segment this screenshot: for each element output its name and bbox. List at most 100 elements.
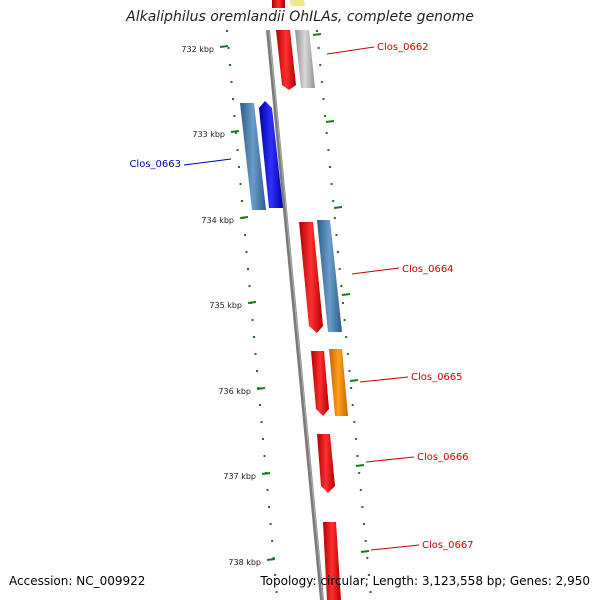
gene-label[interactable]: Clos_0666 <box>417 452 469 463</box>
ring-dot <box>369 591 372 593</box>
ring-dot <box>256 370 258 372</box>
ring-dot <box>241 200 243 202</box>
tick-mark <box>312 33 322 36</box>
ring-dot <box>236 149 239 151</box>
right-tick-group <box>312 33 370 553</box>
tick-mark <box>219 45 229 48</box>
summary-text: Topology: circular; Length: 3,123,558 bp… <box>260 574 590 588</box>
gene-leader-line <box>351 267 400 275</box>
gene-leader-line <box>370 544 420 551</box>
tick-mark <box>247 301 257 304</box>
ring-dot <box>343 319 346 321</box>
tick-mark <box>266 558 276 561</box>
tick-label: 738 kbp <box>228 558 261 567</box>
tick-mark <box>333 206 343 209</box>
tick-label: 737 kbp <box>223 472 256 481</box>
cds-feature-grey[interactable] <box>295 30 315 88</box>
cds-feature-orange[interactable] <box>329 349 348 416</box>
ring-dot <box>327 149 330 151</box>
ring-dot <box>271 540 274 542</box>
ring-dot <box>319 64 322 66</box>
tick-mark <box>256 387 266 390</box>
ring-dot <box>358 472 361 474</box>
ring-dot <box>272 557 275 559</box>
ring-dot <box>260 421 263 423</box>
gene-label[interactable]: Clos_0665 <box>411 372 463 383</box>
ring-dot <box>346 353 349 355</box>
cds-feature-top-red[interactable] <box>272 0 285 8</box>
tick-mark <box>355 464 365 467</box>
ring-dot <box>361 506 364 508</box>
ring-dot <box>340 285 343 287</box>
ring-dot <box>253 336 255 338</box>
ring-dot <box>317 47 320 49</box>
gene-leader-line <box>183 158 232 166</box>
ring-dot <box>235 132 237 134</box>
ring-dot <box>330 183 333 185</box>
cds-feature-steel-1[interactable] <box>240 103 266 210</box>
genome-backbone-highlight <box>268 29 324 600</box>
ring-dot <box>354 438 357 440</box>
tick-mark <box>261 472 271 475</box>
ring-dot <box>259 404 261 406</box>
tick-label: 735 kbp <box>209 301 242 310</box>
tick-mark <box>349 379 359 382</box>
ring-dot <box>254 353 257 355</box>
ring-dot <box>316 30 318 32</box>
cds-feature-clos-0664[interactable] <box>299 222 323 333</box>
ring-dot <box>345 336 348 338</box>
cds-feature-clos-0662[interactable] <box>276 30 296 90</box>
ring-dot <box>324 115 327 117</box>
cds-feature-clos-0665[interactable] <box>311 351 329 416</box>
gene-label[interactable]: Clos_0664 <box>402 264 454 275</box>
ring-dot <box>359 489 362 491</box>
ring-dot <box>348 370 351 372</box>
ring-dots-right <box>316 30 372 593</box>
ring-dot <box>356 455 359 457</box>
ring-dot <box>262 438 264 440</box>
ring-dot <box>353 421 356 423</box>
tick-mark <box>341 293 351 296</box>
ring-dot <box>332 200 335 202</box>
ring-dot <box>363 523 365 525</box>
ring-dot <box>322 98 325 100</box>
ring-dot <box>226 30 228 32</box>
genome-backbone <box>266 29 324 600</box>
gene-leader-line <box>359 376 409 383</box>
gene-label[interactable]: Clos_0663 <box>129 159 181 170</box>
ring-dot <box>239 183 242 185</box>
gene-label[interactable]: Clos_0662 <box>377 42 429 53</box>
ring-dot <box>338 268 341 270</box>
cds-feature-clos-0666[interactable] <box>317 434 335 493</box>
tick-mark <box>239 216 249 219</box>
cds-feature-top-yellow[interactable] <box>290 0 305 6</box>
ring-dot <box>269 523 272 525</box>
ring-dot <box>342 302 344 304</box>
accession-text: Accession: NC_009922 <box>9 574 146 588</box>
tick-label: 734 kbp <box>201 216 234 225</box>
ring-dot <box>364 540 367 542</box>
ring-dot <box>263 455 266 457</box>
tick-mark <box>360 550 370 553</box>
ring-dot <box>238 166 240 168</box>
tick-mark <box>325 120 335 123</box>
ring-dot <box>232 98 234 100</box>
ring-dot <box>274 574 277 576</box>
ring-dot <box>247 268 249 270</box>
cds-feature-steel-2[interactable] <box>317 220 342 332</box>
ring-dot <box>325 132 328 134</box>
ring-dot <box>337 251 340 253</box>
tick-label: 733 kbp <box>192 130 225 139</box>
ring-dot <box>266 489 269 491</box>
cds-feature-clos-0663[interactable] <box>259 101 283 208</box>
ring-dot <box>351 404 354 406</box>
cds-feature-clos-0667[interactable] <box>323 522 341 600</box>
gene-label[interactable]: Clos_0667 <box>422 540 474 551</box>
ring-dot <box>320 81 323 83</box>
tick-label: 732 kbp <box>181 45 214 54</box>
ring-dot <box>227 47 230 49</box>
ring-dot <box>333 217 336 219</box>
ring-dot <box>245 251 248 253</box>
ring-dot <box>350 387 353 389</box>
